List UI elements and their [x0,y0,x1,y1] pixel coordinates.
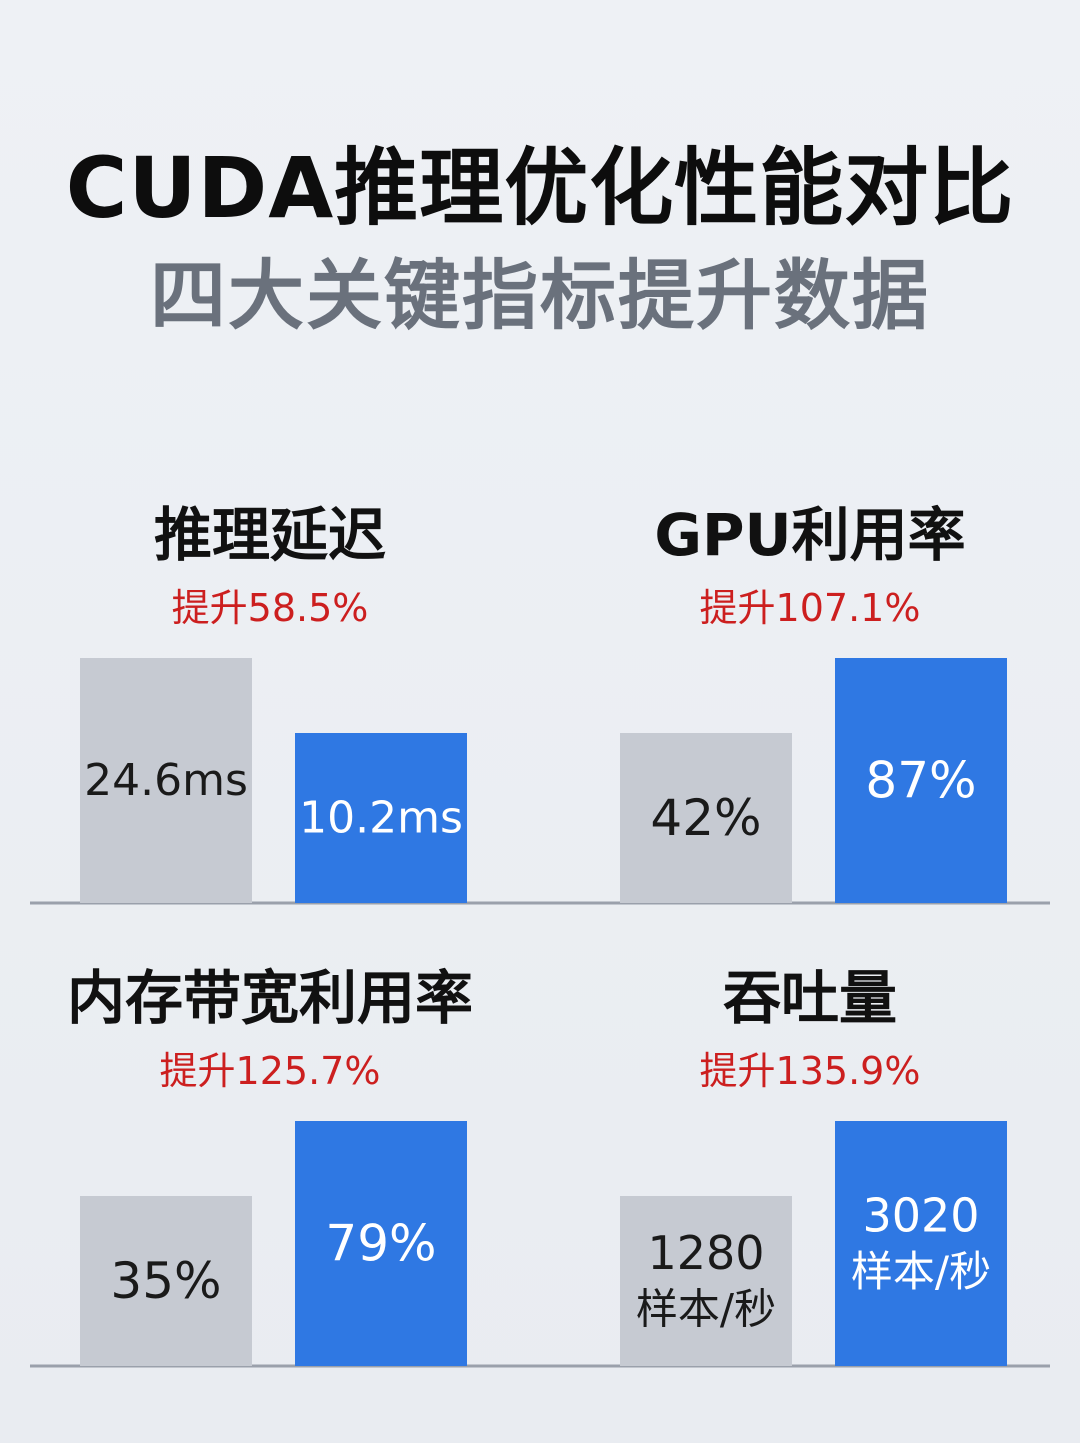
chart-improvement: 提升125.7% [159,1049,381,1093]
bar-value-label-optimized: 10.2ms [299,793,463,844]
bar-chart-svg: 24.6ms 10.2ms [30,658,540,905]
bar-baseline [80,1196,252,1366]
bar-optimized [295,733,467,903]
bar-baseline [80,658,252,903]
bar-optimized [835,1121,1007,1366]
chart-improvement: 提升58.5% [171,586,369,630]
chart-panel-memory-bandwidth: 内存带宽利用率 提升125.7% 35% 79% [0,958,540,1428]
chart-title: 推理延迟 [153,501,386,569]
chart-title: GPU利用率 [654,501,966,569]
chart-panel-gpu-utilization: GPU利用率 提升107.1% 42% 87% [540,495,1080,965]
chart-improvement: 提升107.1% [699,586,921,630]
bar-value-label-optimized: 79% [325,1215,436,1273]
bar-value-label-baseline: 42% [650,789,761,847]
bar-value-label-optimized: 样本/秒 [851,1247,991,1296]
chart-panel-throughput: 吞吐量 提升135.9% 1280 样本/秒 3020 样本/秒 [540,958,1080,1428]
bar-value-label-optimized: 87% [865,752,976,810]
chart-panel-latency: 推理延迟 提升58.5% 24.6ms 10.2ms [0,495,540,965]
bar-value-label-baseline: 样本/秒 [636,1285,776,1334]
chart-improvement: 提升135.9% [699,1049,921,1093]
bar-value-label-optimized: 3020 [862,1189,979,1243]
bar-optimized [295,1121,467,1366]
chart-title: 吞吐量 [722,964,897,1032]
bar-value-label-baseline: 35% [110,1252,221,1310]
page-title: CUDA推理优化性能对比 [65,139,1015,237]
bar-value-label-baseline: 1280 [647,1226,764,1280]
bar-chart-svg: 42% 87% [540,658,1050,905]
chart-title: 内存带宽利用率 [66,964,473,1032]
bar-optimized [835,658,1007,903]
bar-baseline [620,733,792,903]
page-subtitle: 四大关键指标提升数据 [150,251,930,340]
bar-chart-svg: 35% 79% [30,1121,540,1368]
bar-value-label-baseline: 24.6ms [84,755,248,806]
bar-baseline [620,1196,792,1366]
